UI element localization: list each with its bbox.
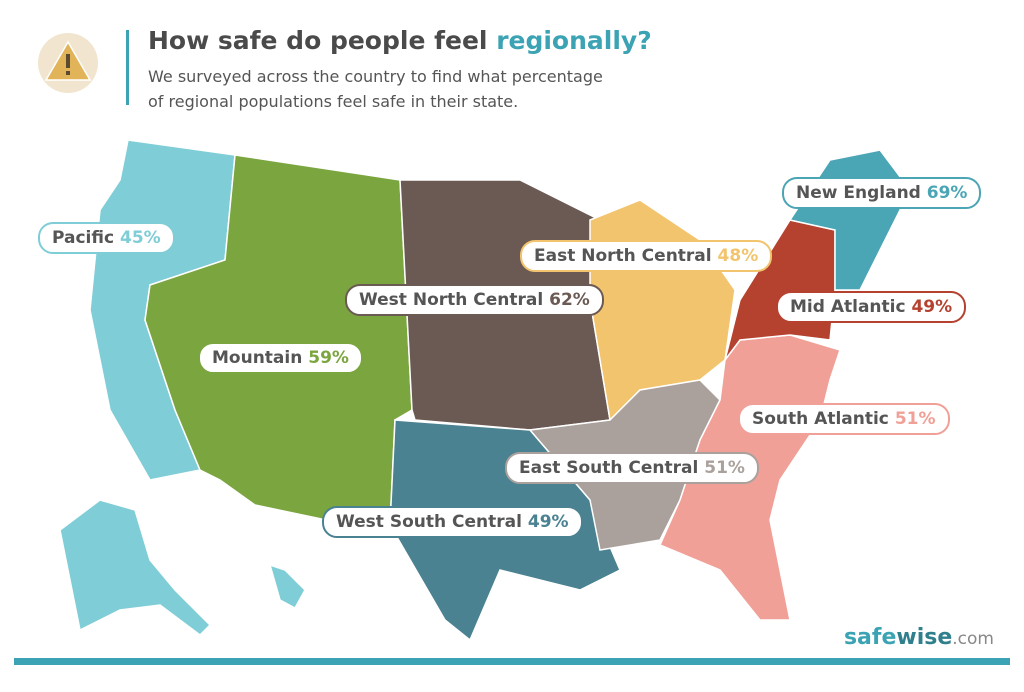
label-text: 45% [119, 228, 161, 248]
region-label: West North Central 62% [345, 284, 604, 316]
label-text: West North Central [359, 290, 544, 310]
label-text: New England [796, 183, 921, 203]
label-text: Mid Atlantic [790, 297, 906, 317]
label-text: 69% [926, 183, 968, 203]
title: How safe do people feel regionally? [148, 26, 652, 55]
region-label: East North Central 48% [520, 240, 773, 272]
logo: safewise.com [844, 625, 994, 650]
region-label: South Atlantic 51% [738, 403, 950, 435]
label-text: East South Central [519, 458, 699, 478]
label-text: 51% [894, 409, 936, 429]
title-highlight: regionally? [496, 26, 652, 55]
label-text: 49% [911, 297, 953, 317]
region-shape [268, 563, 306, 610]
footer-bar [14, 658, 1010, 665]
label-text: South Atlantic [752, 409, 889, 429]
subtitle-line: We surveyed across the country to find w… [148, 67, 603, 86]
divider [126, 30, 129, 105]
warning-dot [66, 71, 70, 75]
label-text: 49% [527, 512, 569, 532]
label-text: 59% [308, 348, 349, 368]
region-label: Mid Atlantic 49% [776, 291, 967, 323]
region-mountain [144, 154, 413, 526]
region-label: Mountain 59% [198, 342, 363, 374]
region-shape [59, 499, 212, 636]
region-label: New England 69% [782, 177, 982, 209]
region-shape [144, 154, 413, 526]
label-text: 62% [549, 290, 590, 310]
label-text: 51% [704, 458, 745, 478]
label-text: Pacific [52, 228, 115, 248]
label-text: 48% [717, 246, 759, 266]
region-label: Pacific 45% [38, 222, 175, 254]
subtitle: We surveyed across the country to find w… [148, 64, 603, 114]
subtitle-line: of regional populations feel safe in the… [148, 92, 519, 111]
label-text: East North Central [534, 246, 712, 266]
region-label: West South Central 49% [322, 506, 583, 538]
logo-part: .com [952, 629, 994, 649]
label-text: Mountain [212, 348, 303, 368]
logo-part: safe [843, 625, 897, 650]
title-text: How safe do people feel [148, 26, 488, 55]
region-label: East South Central 51% [505, 452, 759, 484]
label-text: West South Central [336, 512, 522, 532]
logo-part: wise [896, 625, 953, 650]
warning-mark [66, 54, 70, 68]
